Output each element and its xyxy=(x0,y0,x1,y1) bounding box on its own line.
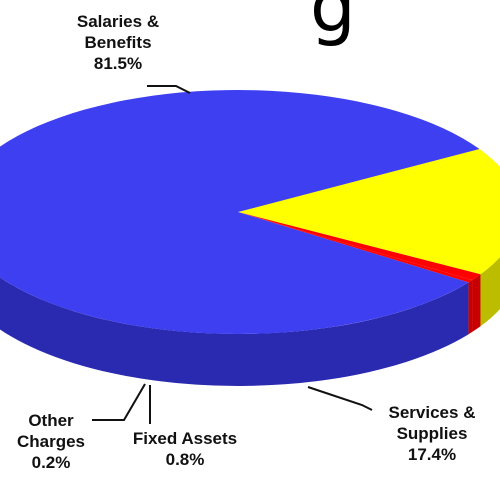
label-salaries-line1: Salaries & xyxy=(76,12,160,31)
label-other-value: 0.2% xyxy=(31,453,71,472)
label-services-line2: Supplies xyxy=(396,424,468,443)
label-salaries-value: 81.5% xyxy=(93,54,143,73)
label-other-line2: Charges xyxy=(16,432,86,451)
leader-lines xyxy=(92,85,373,424)
leader-line-services xyxy=(307,386,373,411)
label-salaries-line2: Benefits xyxy=(84,33,152,52)
label-fixed-assets-value: 0.8% xyxy=(165,450,205,469)
pie-side-services xyxy=(480,257,500,327)
label-fixed-assets: Fixed Assets 0.8% xyxy=(124,428,246,470)
pie-side-salaries xyxy=(0,277,469,386)
title-fragment: g xyxy=(310,0,356,48)
leader-line-salaries xyxy=(147,85,191,94)
label-other-line1: Other xyxy=(28,411,74,430)
label-other: Other Charges 0.2% xyxy=(6,410,96,473)
leader-line-other xyxy=(92,383,146,421)
pie-side-other xyxy=(468,280,473,335)
label-salaries: Salaries & Benefits 81.5% xyxy=(68,11,168,74)
pie-slice-services xyxy=(238,147,500,275)
label-fixed-assets-line1: Fixed Assets xyxy=(132,429,238,448)
label-services-line1: Services & xyxy=(388,403,476,422)
label-services-value: 17.4% xyxy=(407,445,457,464)
pie-side-walls xyxy=(0,257,500,386)
label-services: Services & Supplies 17.4% xyxy=(374,402,490,465)
pie-slice-fixed-assets xyxy=(238,212,481,281)
pie-slice-salaries xyxy=(0,90,480,334)
pie-top-faces xyxy=(0,90,500,334)
pie-slice-other xyxy=(238,212,473,283)
pie-side-fixed-assets xyxy=(472,274,481,333)
